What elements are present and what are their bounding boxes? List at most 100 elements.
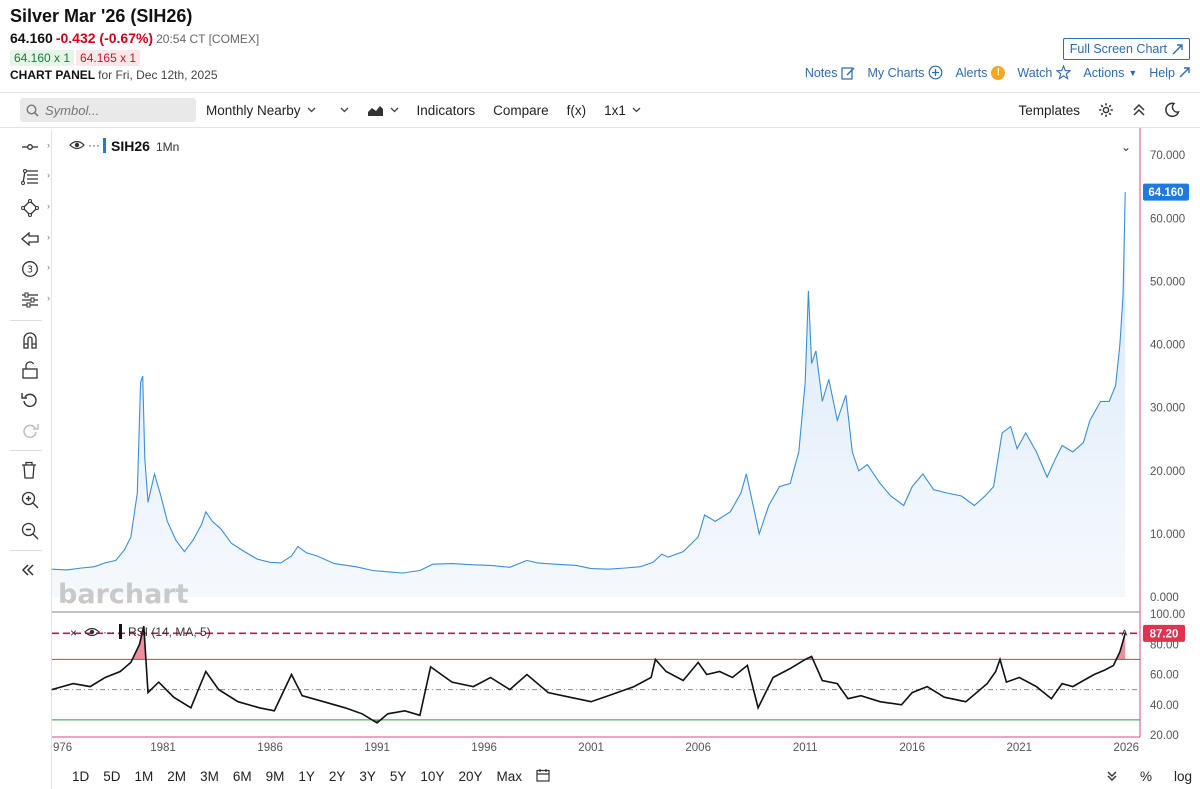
zoom-out-button[interactable] (21, 521, 43, 541)
double-chevron-down-icon[interactable] (1106, 770, 1118, 782)
layout-label: 1x1 (604, 102, 626, 118)
range-20y[interactable]: 20Y (458, 768, 483, 784)
trendline-tool[interactable]: › (21, 137, 50, 157)
range-2y[interactable]: 2Y (328, 768, 346, 784)
price-legend[interactable]: ··· SIH26 1Mn ⌄ (69, 138, 1131, 154)
chevron-right-icon: › (47, 232, 50, 242)
rsi-y-tick: 20.00 (1150, 730, 1179, 742)
notes-link[interactable]: Notes (805, 66, 856, 80)
arrow-tool[interactable]: › (21, 229, 50, 249)
price-pane: barchart (51, 192, 1126, 610)
calendar-button[interactable] (536, 768, 550, 785)
collapse-icon[interactable] (1132, 103, 1146, 117)
range-3y[interactable]: 3Y (359, 768, 376, 784)
series-symbol: SIH26 (111, 138, 150, 154)
actions-menu[interactable]: Actions ▼ (1083, 66, 1137, 80)
x-tick: 2016 (899, 742, 925, 754)
x-tick: 1996 (471, 742, 497, 754)
zoom-in-icon (21, 491, 39, 509)
price-y-tick: 30.000 (1150, 403, 1185, 415)
interval-selector[interactable] (340, 107, 349, 113)
rsi-y-tick: 80.00 (1150, 639, 1179, 651)
tool-divider (10, 450, 42, 451)
range-1y[interactable]: 1Y (298, 768, 315, 784)
rsi-y-axis: 100.00 80.00 60.00 40.00 20.00 (1150, 609, 1185, 742)
chevron-down-icon[interactable]: ⌄ (1121, 140, 1131, 154)
function-button[interactable]: f(x) (567, 103, 587, 118)
moon-icon[interactable] (1164, 102, 1180, 118)
range-1d[interactable]: 1D (72, 768, 90, 784)
my-charts-link[interactable]: My Charts (867, 65, 943, 80)
layout-selector[interactable]: 1x1 (604, 103, 641, 118)
zoom-in-button[interactable] (21, 490, 43, 510)
compare-button[interactable]: Compare (493, 103, 549, 118)
range-10y[interactable]: 10Y (420, 768, 445, 784)
tool-divider (10, 550, 42, 551)
redo-button[interactable] (21, 421, 43, 441)
rsi-last-badge-label: 87.20 (1150, 628, 1179, 640)
trash-icon (22, 461, 36, 479)
log-scale-toggle[interactable]: log (1173, 768, 1192, 784)
eye-icon[interactable] (69, 140, 85, 150)
delete-button[interactable] (21, 460, 43, 480)
price-y-tick: 10.000 (1150, 529, 1185, 541)
rsi-last-badge: 87.20 (1143, 624, 1185, 642)
chevron-right-icon: › (47, 140, 50, 150)
undo-button[interactable] (21, 390, 43, 410)
chevron-right-icon: › (47, 201, 50, 211)
watch-link[interactable]: Watch (1017, 65, 1072, 80)
notes-label: Notes (804, 65, 838, 80)
series-interval: 1Mn (156, 140, 179, 154)
symbol-search[interactable] (20, 98, 196, 122)
last-price-badge: 64.160 (1143, 183, 1189, 201)
page-title: Silver Mar '26 (SIH26) (10, 6, 193, 26)
help-link[interactable]: Help (1149, 66, 1190, 80)
range-6m[interactable]: 6M (232, 768, 252, 784)
double-chevron-left-icon (21, 564, 34, 576)
magnet-tool[interactable] (21, 330, 43, 350)
indicators-label: Indicators (416, 102, 476, 118)
range-5d[interactable]: 5D (103, 768, 121, 784)
measure-tool[interactable]: › (21, 290, 50, 310)
zoom-out-icon (21, 522, 39, 540)
gear-icon[interactable] (1098, 102, 1114, 118)
range-9m[interactable]: 9M (265, 768, 285, 784)
price-y-tick: 50.000 (1150, 277, 1185, 289)
rsi-legend[interactable]: × ··· RSI (14, MA, 5) ˄ (70, 624, 1128, 640)
price-area-fill (51, 192, 1126, 597)
bid-ask: 64.160 x 1 64.165 x 1 (10, 50, 259, 66)
close-icon[interactable]: × (70, 626, 77, 640)
range-2m[interactable]: 2M (167, 768, 187, 784)
full-screen-button[interactable]: Full Screen Chart (1062, 38, 1190, 60)
unlock-icon (22, 361, 38, 379)
time-axis: 976 1981 1986 1991 1996 2001 2006 2011 2016 2021 2… (53, 742, 1139, 754)
collapse-tools-button[interactable] (21, 560, 43, 580)
lock-tool[interactable] (21, 360, 43, 380)
chart-type-selector[interactable] (367, 104, 399, 117)
symbol-input[interactable] (45, 102, 185, 118)
chart-toolbar: Monthly Nearby Indicators Compare f(x) 1… (0, 92, 1200, 128)
tool-divider (10, 320, 42, 321)
count-tool[interactable]: 3 › (21, 259, 50, 279)
toolbar-right: Templates (1018, 93, 1180, 127)
shape-tool[interactable]: › (21, 198, 50, 218)
eye-icon[interactable] (84, 627, 100, 637)
period-selector[interactable]: Monthly Nearby (206, 103, 316, 118)
chevron-right-icon: › (47, 262, 50, 272)
percent-scale-toggle[interactable]: % (1139, 768, 1152, 784)
indicators-button[interactable]: Indicators (417, 103, 476, 118)
more-options-icon[interactable]: ··· (103, 625, 115, 639)
more-options-icon[interactable]: ··· (88, 138, 100, 152)
range-1m[interactable]: 1M (134, 768, 154, 784)
chevron-up-icon[interactable]: ˄ (1121, 626, 1128, 640)
fib-tool[interactable]: › (21, 167, 50, 187)
price-y-tick: 0.000 (1150, 592, 1179, 604)
calendar-icon (536, 768, 550, 782)
last-price: 64.160 (10, 30, 53, 46)
alerts-link[interactable]: Alerts ! (955, 65, 1006, 80)
templates-button[interactable]: Templates (1018, 102, 1080, 118)
range-max[interactable]: Max (496, 768, 522, 784)
range-3m[interactable]: 3M (200, 768, 219, 784)
range-5y[interactable]: 5Y (389, 768, 407, 784)
